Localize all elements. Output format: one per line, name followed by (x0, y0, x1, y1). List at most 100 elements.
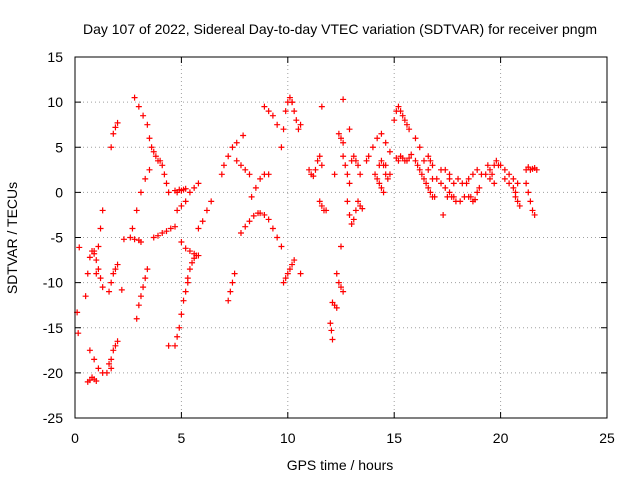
data-point (133, 315, 140, 322)
data-point (82, 293, 89, 300)
data-series-arc-39 (318, 103, 325, 110)
data-point (295, 126, 302, 133)
data-point (265, 216, 272, 223)
data-point (220, 162, 227, 169)
data-point (378, 184, 385, 191)
x-tick-label: 5 (178, 430, 186, 446)
data-series-arc-29 (240, 132, 247, 139)
data-series-arc-18 (165, 342, 172, 349)
y-tick-label: -20 (43, 365, 63, 381)
data-point (186, 189, 193, 196)
data-point (403, 121, 410, 128)
data-point (142, 275, 149, 282)
data-series-arc-5 (86, 347, 115, 376)
data-point (450, 180, 457, 187)
data-point (344, 171, 351, 178)
data-series-arc-12 (127, 234, 144, 246)
data-point (159, 229, 166, 236)
data-point (369, 144, 376, 151)
data-point (446, 175, 453, 182)
data-point (510, 184, 517, 191)
data-series-arc-63 (438, 166, 453, 178)
data-point (338, 135, 344, 142)
data-point (248, 193, 255, 200)
data-point (318, 103, 325, 110)
data-point (346, 211, 353, 218)
data-series-arc-24 (195, 198, 215, 232)
data-series-arc-52 (363, 153, 372, 164)
data-point (418, 171, 425, 178)
data-point (150, 234, 157, 241)
data-point (95, 243, 102, 250)
data-point (476, 184, 483, 191)
data-series-arc-70 (491, 157, 502, 169)
data-point (352, 207, 359, 214)
y-tick-label: -15 (43, 320, 63, 336)
data-point (174, 333, 181, 340)
data-point (159, 162, 166, 169)
data-point (110, 130, 117, 137)
data-series-arc-34 (280, 257, 298, 286)
data-series-arc-38 (316, 198, 330, 214)
data-point (340, 139, 347, 146)
data-point (348, 220, 355, 227)
y-tick-label: 10 (47, 94, 63, 110)
data-point (112, 342, 119, 349)
data-point (523, 180, 530, 187)
data-point (135, 103, 142, 110)
data-point (342, 162, 349, 169)
data-point (186, 248, 193, 255)
data-point (408, 151, 415, 158)
data-point (191, 184, 198, 191)
data-point (438, 180, 445, 187)
data-point (184, 275, 191, 282)
data-point (433, 175, 440, 182)
data-point (195, 225, 202, 232)
data-series-arc-25 (218, 139, 240, 178)
data-point (284, 270, 291, 277)
data-point (514, 180, 521, 187)
data-point (93, 257, 100, 264)
data-point (76, 244, 83, 251)
data-point (340, 96, 347, 103)
data-series-arc-14 (131, 94, 151, 128)
data-point (355, 162, 362, 169)
data-point (289, 99, 296, 106)
data-point (382, 139, 389, 146)
data-point (376, 180, 383, 187)
data-series-arc-57 (391, 103, 413, 133)
data-point (318, 202, 325, 209)
data-point (363, 157, 370, 164)
data-point (286, 266, 293, 273)
data-point (416, 166, 423, 173)
data-series-arc-36 (297, 270, 304, 277)
y-tick-label: 0 (55, 184, 63, 200)
data-point (280, 126, 287, 133)
data-point (176, 324, 183, 331)
data-series-arc-42 (331, 171, 338, 178)
data-point (86, 347, 93, 354)
data-point (506, 180, 513, 187)
data-point (140, 112, 147, 119)
data-point (365, 153, 372, 160)
data-point (108, 365, 115, 372)
data-point (106, 288, 113, 295)
data-point (95, 266, 102, 273)
data-series-arc-50 (348, 153, 364, 178)
data-series-arc-13 (129, 166, 153, 232)
data-point (516, 202, 523, 209)
data-series-arc-32 (261, 103, 281, 128)
data-point (514, 198, 521, 205)
y-tick-label: 15 (47, 49, 63, 65)
data-point (442, 166, 449, 173)
data-series-arc-7 (93, 207, 106, 277)
data-point (297, 121, 304, 128)
data-point (108, 356, 115, 363)
data-point (114, 261, 121, 268)
y-tick-labels: -25 -20 -15 -10 -5 0 5 10 15 (43, 49, 63, 426)
data-point (386, 148, 393, 155)
y-tick-label: -25 (43, 410, 63, 426)
data-point (135, 302, 142, 309)
data-series-arc-27 (233, 157, 253, 178)
